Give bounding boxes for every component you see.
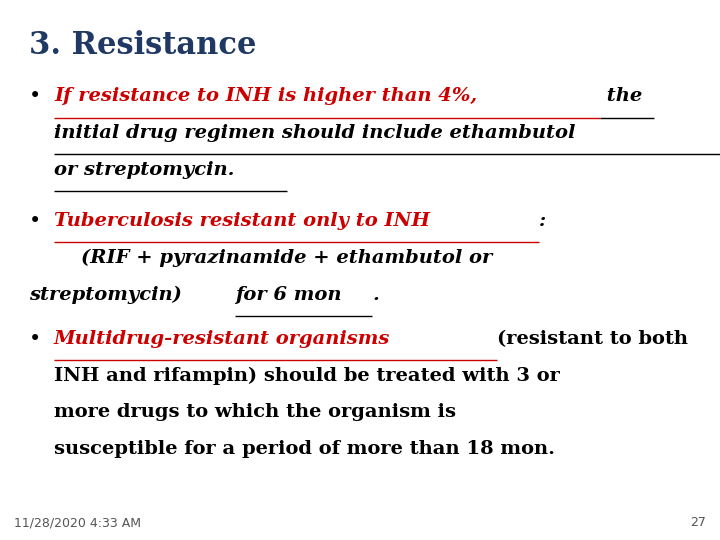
Text: the: the (600, 87, 642, 105)
Text: •: • (29, 87, 41, 106)
Text: :: : (539, 212, 546, 231)
Text: 11/28/2020 4:33 AM: 11/28/2020 4:33 AM (14, 516, 141, 529)
Text: Tuberculosis resistant only to INH: Tuberculosis resistant only to INH (54, 212, 430, 231)
Text: INH and rifampin) should be treated with 3 or: INH and rifampin) should be treated with… (54, 367, 560, 385)
Text: 27: 27 (690, 516, 706, 529)
Text: .: . (372, 286, 379, 304)
Text: (resistant to both: (resistant to both (497, 330, 688, 348)
Text: Multidrug-resistant organisms: Multidrug-resistant organisms (54, 330, 397, 348)
Text: susceptible for a period of more than 18 mon.: susceptible for a period of more than 18… (54, 440, 555, 458)
Text: If resistance to INH is higher than 4%,: If resistance to INH is higher than 4%, (54, 87, 477, 105)
Text: initial drug regimen should include ethambutol: initial drug regimen should include etha… (54, 124, 575, 142)
Text: streptomycin): streptomycin) (29, 286, 189, 304)
Text: or streptomycin.: or streptomycin. (54, 161, 235, 179)
Text: •: • (29, 212, 41, 231)
Text: more drugs to which the organism is: more drugs to which the organism is (54, 403, 456, 421)
Text: 3. Resistance: 3. Resistance (29, 30, 256, 60)
Text: •: • (29, 330, 41, 349)
Text: for 6 mon: for 6 mon (235, 286, 341, 304)
Text: (RIF + pyrazinamide + ethambutol or: (RIF + pyrazinamide + ethambutol or (54, 249, 492, 267)
